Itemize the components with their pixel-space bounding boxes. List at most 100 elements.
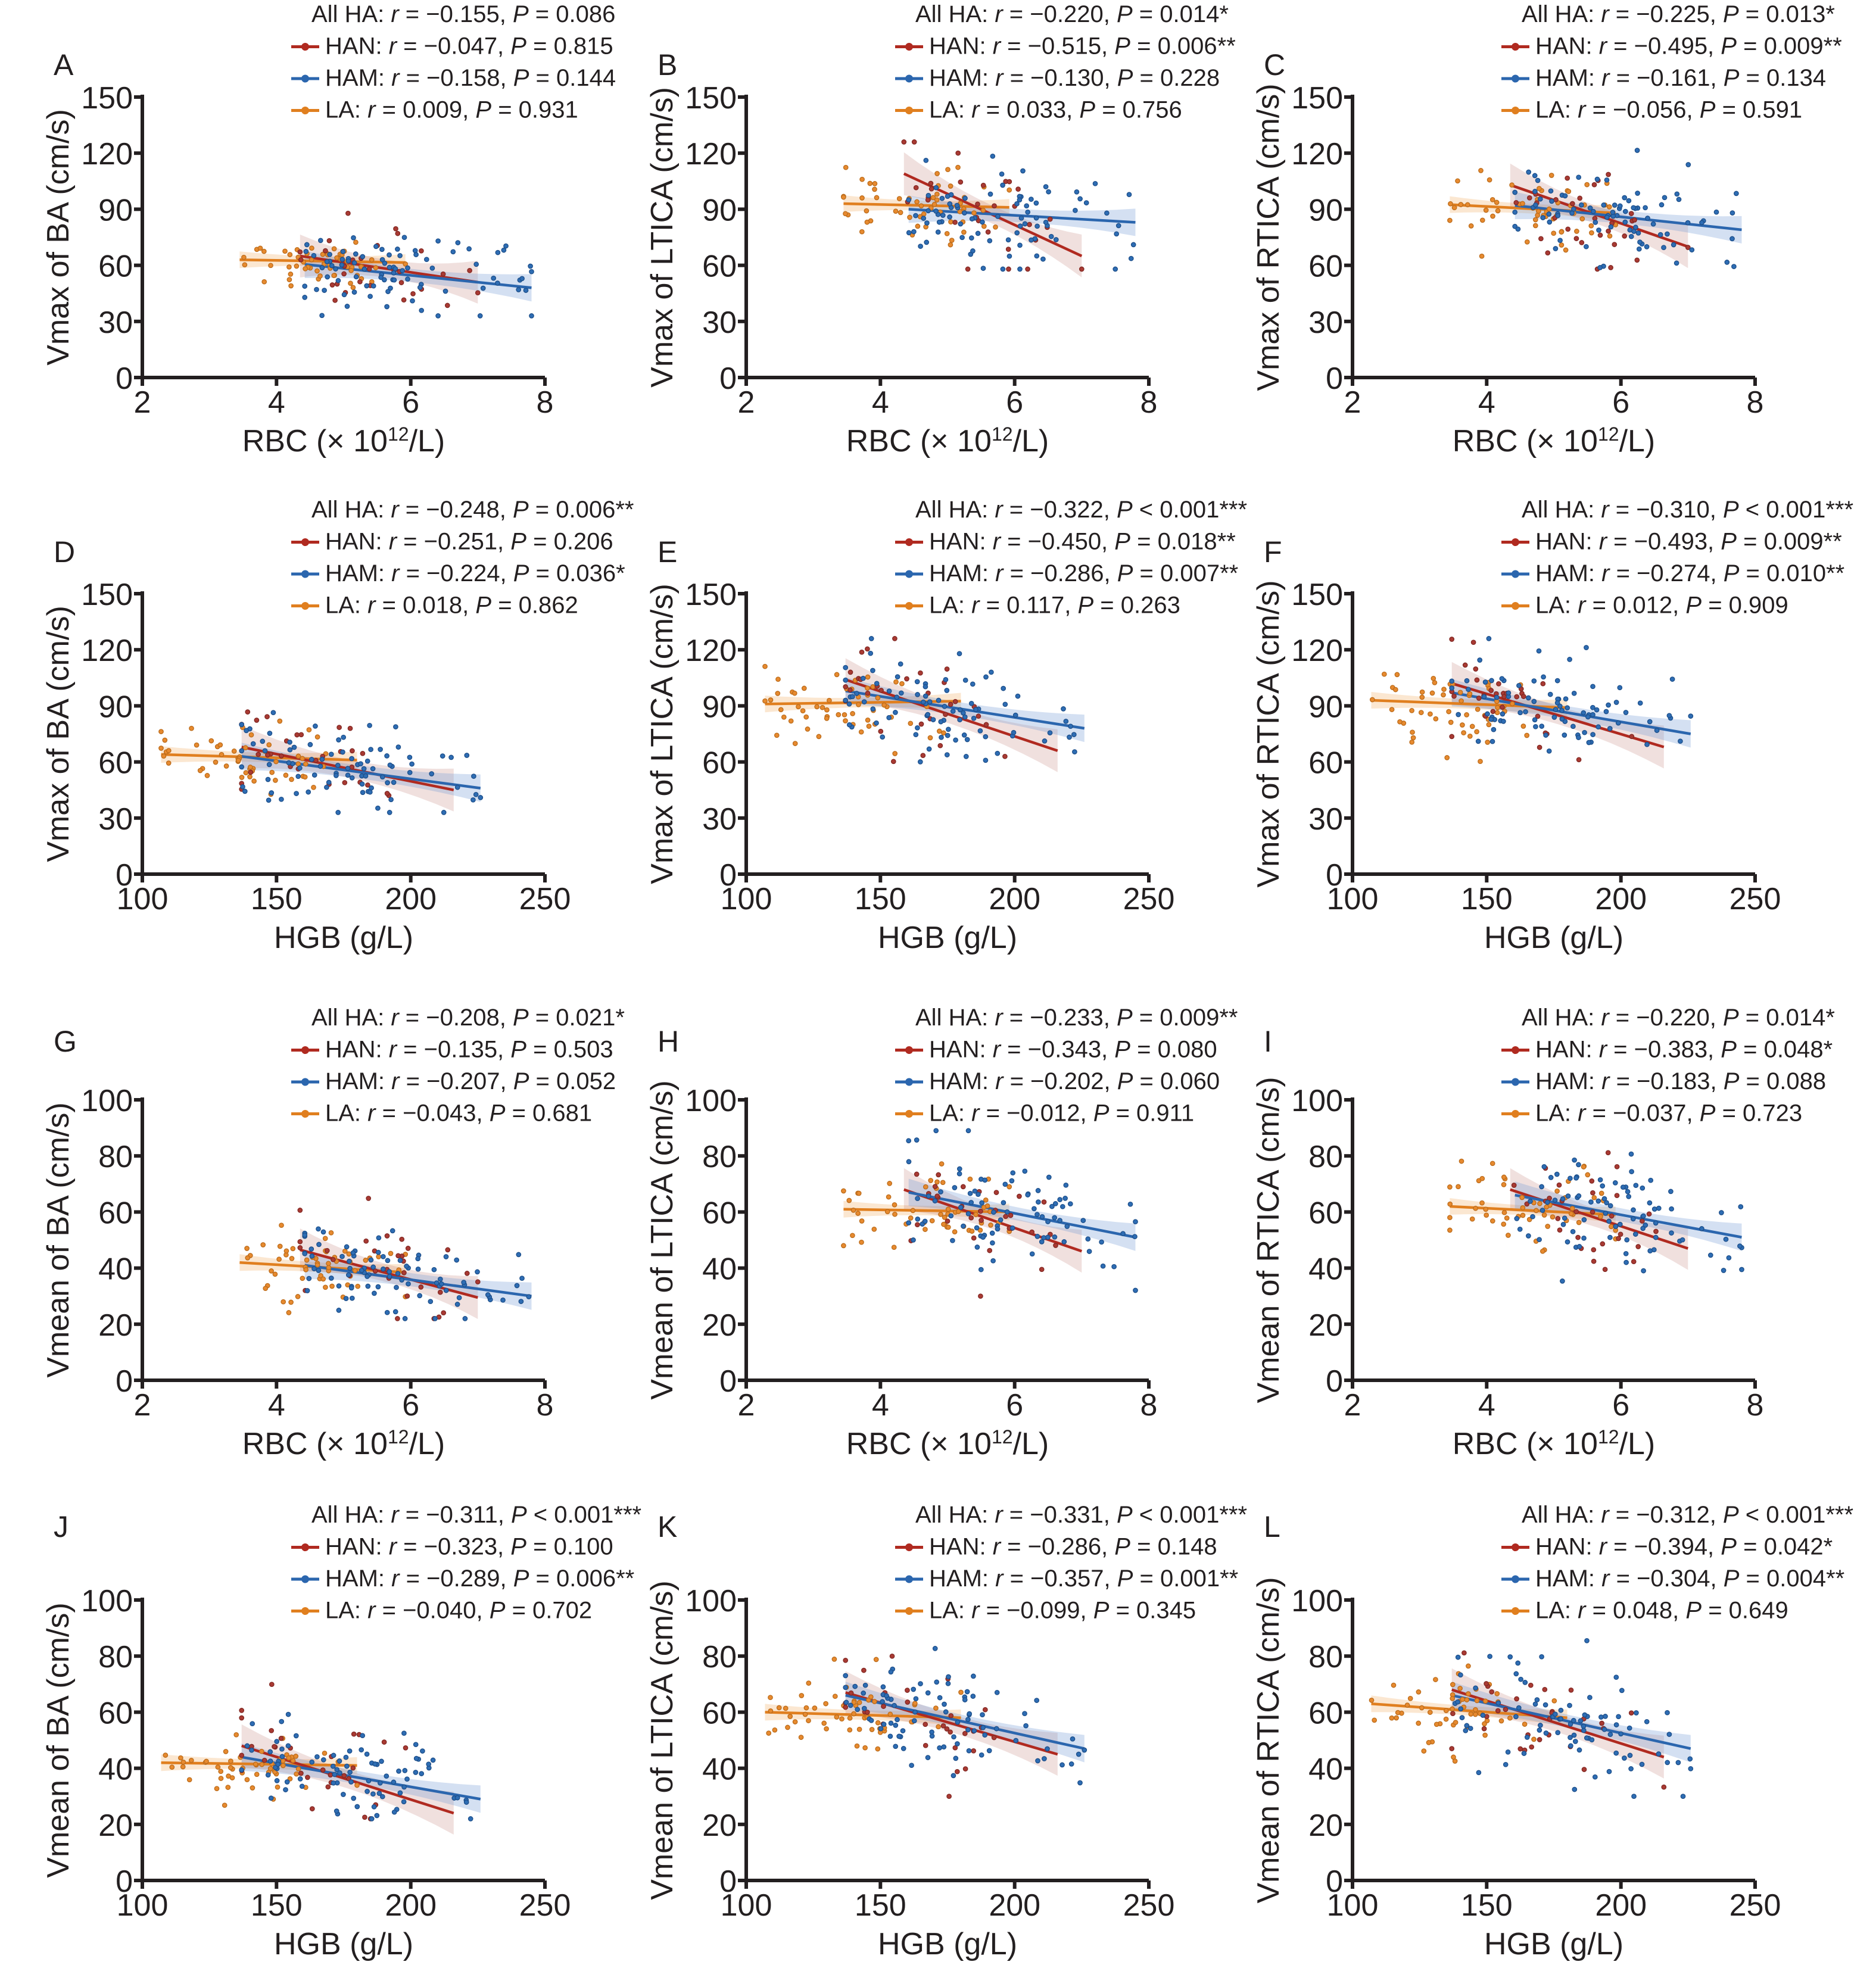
svg-text:0: 0 [116,1864,133,1899]
svg-text:100: 100 [81,1584,133,1618]
svg-text:HGB (g/L): HGB (g/L) [274,921,413,955]
svg-text:150: 150 [1461,882,1513,916]
svg-text:HAN: r = −0.135, P = 0.503: HAN: r = −0.135, P = 0.503 [325,1037,613,1063]
svg-text:40: 40 [1308,1752,1343,1787]
svg-text:HAM: r = −0.202, P = 0.060: HAM: r = −0.202, P = 0.060 [929,1068,1220,1094]
svg-text:150: 150 [81,578,133,612]
svg-text:80: 80 [1308,1640,1343,1674]
svg-text:HAN: r = −0.047, P = 0.815: HAN: r = −0.047, P = 0.815 [325,33,613,60]
svg-text:150: 150 [685,81,737,116]
svg-text:2: 2 [738,385,755,420]
svg-text:60: 60 [1308,1196,1343,1230]
svg-text:D: D [54,535,75,569]
svg-text:All HA: r = −0.312, P < 0.001*: All HA: r = −0.312, P < 0.001*** [1522,1502,1853,1528]
svg-text:H: H [657,1025,679,1058]
svg-text:90: 90 [702,690,737,724]
svg-text:60: 60 [702,746,737,781]
svg-text:80: 80 [98,1640,133,1674]
svg-text:100: 100 [721,1888,772,1923]
svg-text:80: 80 [98,1140,133,1174]
svg-text:LA: r = −0.037, P = 0.723: LA: r = −0.037, P = 0.723 [1535,1100,1802,1127]
svg-text:90: 90 [98,690,133,724]
svg-text:250: 250 [1729,882,1781,916]
svg-text:HAN: r = −0.323, P = 0.100: HAN: r = −0.323, P = 0.100 [325,1534,613,1560]
svg-text:Vmean of RTICA (cm/s): Vmean of RTICA (cm/s) [1251,1577,1286,1903]
svg-text:2: 2 [134,385,151,420]
svg-text:250: 250 [1123,882,1175,916]
svg-text:120: 120 [685,137,737,171]
svg-text:150: 150 [685,578,737,612]
svg-text:0: 0 [116,858,133,893]
svg-text:40: 40 [702,1752,737,1787]
svg-text:RBC (× 1012/L): RBC (× 1012/L) [846,423,1049,459]
svg-text:60: 60 [98,249,133,284]
svg-text:A: A [54,48,74,82]
svg-text:LA: r = −0.012, P = 0.911: LA: r = −0.012, P = 0.911 [929,1100,1194,1127]
svg-text:8: 8 [537,385,554,420]
svg-text:HGB (g/L): HGB (g/L) [878,921,1017,955]
svg-text:60: 60 [1308,746,1343,781]
svg-text:40: 40 [1308,1252,1343,1287]
svg-text:4: 4 [268,385,285,420]
svg-text:6: 6 [1612,385,1629,420]
svg-text:HAN: r = −0.343, P = 0.080: HAN: r = −0.343, P = 0.080 [929,1037,1217,1063]
svg-text:80: 80 [702,1640,737,1674]
svg-text:2: 2 [1344,385,1361,420]
svg-text:100: 100 [1291,1584,1343,1618]
svg-text:All HA: r = −0.331, P < 0.001*: All HA: r = −0.331, P < 0.001*** [915,1502,1247,1528]
svg-text:All HA: r = −0.208, P = 0.021*: All HA: r = −0.208, P = 0.021* [311,1005,625,1031]
svg-text:200: 200 [989,1888,1040,1923]
svg-text:LA: r = 0.009, P = 0.931: LA: r = 0.009, P = 0.931 [325,97,578,123]
svg-text:Vmean of LTICA (cm/s): Vmean of LTICA (cm/s) [645,1580,680,1900]
svg-text:0: 0 [719,1864,737,1899]
svg-text:HAN: r = −0.394, P = 0.042*: HAN: r = −0.394, P = 0.042* [1535,1534,1833,1560]
svg-text:250: 250 [519,882,571,916]
svg-text:60: 60 [702,1696,737,1730]
svg-text:All HA: r = −0.311, P < 0.001*: All HA: r = −0.311, P < 0.001*** [311,1502,641,1528]
svg-text:30: 30 [702,305,737,340]
svg-text:8: 8 [1747,385,1764,420]
svg-text:HGB (g/L): HGB (g/L) [878,1927,1017,1961]
svg-text:HGB (g/L): HGB (g/L) [274,1927,413,1961]
svg-text:2: 2 [134,1388,151,1423]
svg-text:HAN: r = −0.286, P = 0.148: HAN: r = −0.286, P = 0.148 [929,1534,1217,1560]
svg-text:HAM: r = −0.224, P = 0.036*: HAM: r = −0.224, P = 0.036* [325,560,625,587]
svg-text:8: 8 [1140,385,1158,420]
svg-text:0: 0 [1326,858,1343,893]
svg-text:HAN: r = −0.383, P = 0.048*: HAN: r = −0.383, P = 0.048* [1535,1037,1833,1063]
svg-text:100: 100 [685,1084,737,1118]
svg-text:HAN: r = −0.251, P = 0.206: HAN: r = −0.251, P = 0.206 [325,529,613,555]
svg-text:4: 4 [1478,1388,1495,1423]
svg-text:100: 100 [1291,1084,1343,1118]
svg-text:120: 120 [1291,634,1343,668]
svg-text:Vmean of RTICA (cm/s): Vmean of RTICA (cm/s) [1251,1077,1286,1403]
svg-text:LA: r = 0.033, P = 0.756: LA: r = 0.033, P = 0.756 [929,97,1182,123]
svg-text:All HA: r = −0.310, P < 0.001*: All HA: r = −0.310, P < 0.001*** [1522,497,1853,523]
svg-text:0: 0 [719,858,737,893]
svg-text:2: 2 [1344,1388,1361,1423]
svg-text:90: 90 [1308,193,1343,227]
svg-text:8: 8 [1140,1388,1158,1423]
svg-text:HAM: r = −0.207, P = 0.052: HAM: r = −0.207, P = 0.052 [325,1068,616,1094]
svg-text:60: 60 [98,746,133,781]
svg-text:60: 60 [1308,1696,1343,1730]
svg-text:20: 20 [1308,1308,1343,1343]
svg-text:HAM: r = −0.274, P = 0.010**: HAM: r = −0.274, P = 0.010** [1535,560,1844,587]
svg-text:LA: r = −0.040, P = 0.702: LA: r = −0.040, P = 0.702 [325,1598,592,1624]
svg-text:All HA: r = −0.322, P < 0.001*: All HA: r = −0.322, P < 0.001*** [915,497,1247,523]
svg-text:150: 150 [855,882,906,916]
svg-text:120: 120 [81,137,133,171]
svg-text:B: B [657,48,677,82]
svg-text:200: 200 [385,1888,437,1923]
svg-text:LA: r = 0.117, P = 0.263: LA: r = 0.117, P = 0.263 [929,592,1180,619]
svg-text:200: 200 [385,882,437,916]
svg-text:20: 20 [1308,1808,1343,1843]
svg-text:60: 60 [702,1196,737,1230]
svg-text:100: 100 [117,882,169,916]
svg-text:20: 20 [702,1808,737,1843]
svg-text:40: 40 [98,1252,133,1287]
svg-text:RBC (× 1012/L): RBC (× 1012/L) [846,1426,1049,1461]
svg-text:90: 90 [1308,690,1343,724]
svg-text:HAN: r = −0.495, P = 0.009**: HAN: r = −0.495, P = 0.009** [1535,33,1842,60]
svg-text:200: 200 [989,882,1040,916]
